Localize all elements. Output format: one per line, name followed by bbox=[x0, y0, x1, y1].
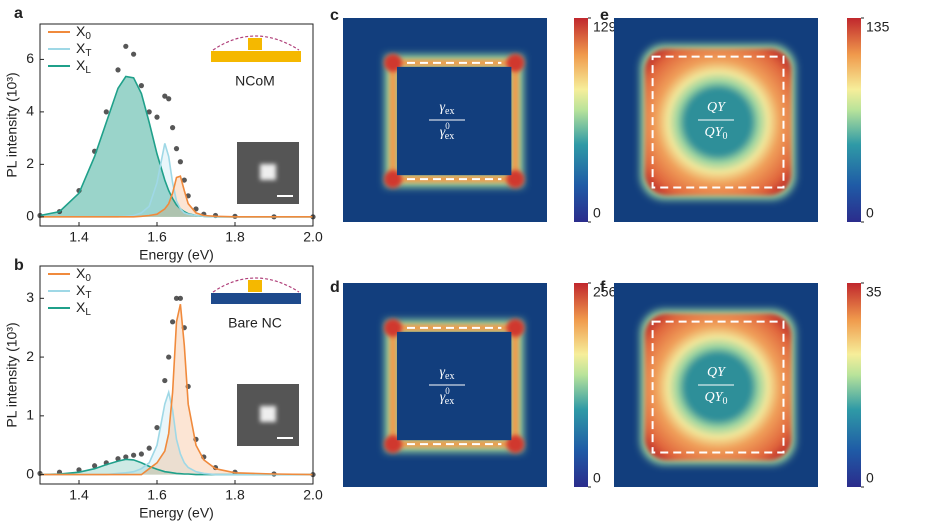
colorbar-label: 135 bbox=[866, 19, 890, 35]
colorbar-label: 35 bbox=[866, 284, 882, 300]
inset-label: Bare NC bbox=[228, 315, 282, 331]
annotation-sub: ex bbox=[445, 371, 454, 382]
inset-particle bbox=[248, 280, 262, 292]
x-tick-label: 1.4 bbox=[69, 487, 89, 503]
annotation-sup: 0 bbox=[445, 121, 450, 131]
x-tick-label: 1.6 bbox=[147, 229, 167, 245]
panel-label: c bbox=[330, 7, 339, 24]
y-tick-label: 1 bbox=[26, 407, 34, 423]
inset-particle bbox=[248, 38, 262, 50]
colorbar bbox=[847, 283, 861, 487]
panel-label: b bbox=[14, 257, 24, 274]
map-disk bbox=[645, 49, 792, 196]
y-tick-label: 3 bbox=[26, 289, 34, 305]
y-tick-label: 2 bbox=[26, 348, 34, 364]
data-point bbox=[115, 67, 120, 72]
y-axis-label: PL intensity (10³) bbox=[4, 72, 20, 177]
colorbar-label: 0 bbox=[866, 205, 874, 221]
data-point bbox=[139, 451, 144, 456]
data-point bbox=[123, 44, 128, 49]
colorbar bbox=[847, 18, 861, 222]
y-tick-label: 4 bbox=[26, 103, 34, 119]
x-axis-label: Energy (eV) bbox=[139, 505, 214, 521]
colorbar-label: 0 bbox=[866, 470, 874, 486]
data-point bbox=[170, 125, 175, 130]
map-disk bbox=[645, 314, 792, 461]
x-tick-label: 1.8 bbox=[225, 229, 245, 245]
inset-label: NCoM bbox=[235, 73, 275, 89]
y-tick-label: 0 bbox=[26, 465, 34, 481]
sem-particle bbox=[260, 164, 276, 180]
annotation-sub: ex bbox=[445, 396, 454, 407]
x-axis-label: Energy (eV) bbox=[139, 247, 214, 263]
panel-label: a bbox=[14, 5, 23, 22]
inset-substrate bbox=[211, 293, 301, 304]
annotation-text: QY bbox=[707, 365, 727, 380]
data-point bbox=[139, 83, 144, 88]
legend-label: XL bbox=[76, 299, 91, 318]
y-tick-label: 0 bbox=[26, 208, 34, 224]
annotation-sub: 0 bbox=[722, 396, 727, 407]
annotation-text: QY bbox=[707, 100, 727, 115]
annotation-sub: ex bbox=[445, 106, 454, 117]
data-point bbox=[131, 453, 136, 458]
x-tick-label: 1.8 bbox=[225, 487, 245, 503]
data-point bbox=[178, 296, 183, 301]
x-tick-label: 1.4 bbox=[69, 229, 89, 245]
sem-particle bbox=[260, 406, 276, 422]
data-point bbox=[131, 52, 136, 57]
legend-label: XL bbox=[76, 57, 91, 76]
inset-substrate bbox=[211, 51, 301, 62]
annotation-sub: ex bbox=[445, 131, 454, 142]
y-tick-label: 6 bbox=[26, 50, 34, 66]
colorbar-label: 0 bbox=[593, 205, 601, 221]
data-point bbox=[166, 354, 171, 359]
y-tick-label: 2 bbox=[26, 155, 34, 171]
panel-label: e bbox=[600, 7, 609, 24]
annotation-numerator: QY bbox=[707, 100, 727, 115]
data-point bbox=[174, 146, 179, 151]
data-point bbox=[104, 109, 109, 114]
annotation-numerator: QY bbox=[707, 365, 727, 380]
data-point bbox=[154, 425, 159, 430]
x-tick-label: 1.6 bbox=[147, 487, 167, 503]
x-tick-label: 2.0 bbox=[303, 487, 323, 503]
annotation-sup: 0 bbox=[445, 386, 450, 396]
figure: 1.4 1.6 1.8 2.0 0 2 4 6 Energy (eV) PL intensity … bbox=[0, 0, 927, 531]
data-point bbox=[170, 319, 175, 324]
data-point bbox=[178, 159, 183, 164]
map-interior bbox=[397, 332, 511, 440]
colorbar-label: 0 bbox=[593, 470, 601, 486]
data-point bbox=[166, 96, 171, 101]
data-point bbox=[154, 115, 159, 120]
colorbar bbox=[574, 18, 588, 222]
data-point bbox=[162, 378, 167, 383]
y-axis-label: PL intensity (10³) bbox=[4, 322, 20, 427]
x-tick-label: 2.0 bbox=[303, 229, 323, 245]
panel-label: f bbox=[600, 279, 606, 296]
panel-label: d bbox=[330, 279, 340, 296]
map-interior bbox=[397, 67, 511, 175]
annotation-sub: 0 bbox=[722, 131, 727, 142]
data-point bbox=[147, 446, 152, 451]
colorbar bbox=[574, 283, 588, 487]
